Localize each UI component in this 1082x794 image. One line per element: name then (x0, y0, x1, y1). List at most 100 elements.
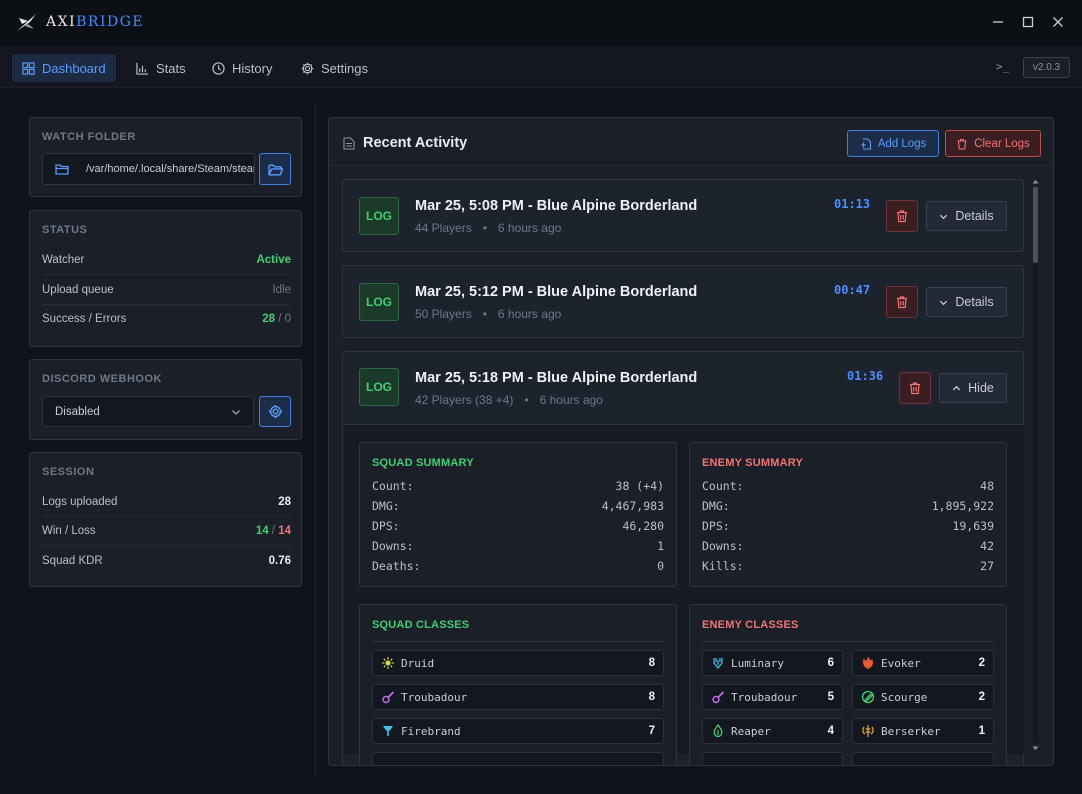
add-logs-button[interactable]: Add Logs (847, 130, 939, 157)
folder-icon (55, 164, 69, 175)
log-duration: 01:13 (834, 197, 871, 211)
class-item: Druid 8 (372, 650, 664, 676)
folder-open-icon (267, 164, 283, 176)
log-details: SQUAD SUMMARY Count: 38 (+4) DMG: 4,467,98… (344, 424, 1024, 765)
log-badge: LOG (359, 368, 399, 406)
enemy-stat-row: Kills: 27 (702, 559, 994, 573)
class-item: Luminary 6 (702, 650, 843, 676)
evoker-icon (863, 657, 873, 669)
enemy-stat-row: Count: 48 (702, 479, 994, 493)
class-item: Scourge 2 (852, 684, 994, 710)
delete-log-button[interactable] (899, 372, 931, 404)
squad-kdr-value: 0.76 (268, 555, 291, 567)
firebrand-icon (383, 726, 393, 736)
tab-dashboard[interactable]: Dashboard (12, 54, 116, 82)
squad-stat-row: DMG: 4,467,983 (372, 499, 664, 513)
enemy-summary-panel: ENEMY SUMMARY Count: 48 DMG: 1,895,922 DPS… (689, 442, 1007, 587)
log-subtitle: 42 Players (38 +4) • 6 hours ago (415, 393, 603, 407)
tab-stats[interactable]: Stats (126, 54, 196, 82)
session-row-logs: Logs uploaded 28 (42, 487, 291, 517)
tab-stats-label: Stats (156, 60, 186, 76)
watch-folder-title: WATCH FOLDER (42, 131, 136, 143)
hide-button[interactable]: Hide (939, 373, 1007, 403)
clear-logs-button[interactable]: Clear Logs (945, 130, 1041, 157)
close-button[interactable] (1050, 14, 1066, 30)
berserker-icon (862, 725, 874, 737)
log-subtitle: 44 Players • 6 hours ago (415, 221, 562, 235)
enemy-classes-panel: ENEMY CLASSES Luminary 6 Evoker 2 Troubado… (689, 604, 1007, 765)
trash-icon (897, 296, 907, 309)
tab-history[interactable]: History (202, 54, 282, 82)
add-logs-label: Add Logs (877, 137, 927, 150)
hide-label: Hide (968, 381, 994, 395)
webhook-settings-button[interactable] (259, 396, 291, 427)
tab-dashboard-label: Dashboard (42, 60, 106, 76)
log-item[interactable]: LOG Mar 25, 5:08 PM - Blue Alpine Border… (342, 179, 1024, 252)
minimize-button[interactable] (990, 14, 1006, 30)
watcher-label: Watcher (42, 253, 85, 266)
clear-logs-label: Clear Logs (974, 137, 1030, 150)
squad-classes-panel: SQUAD CLASSES Druid 8 Troubadour 8 Firebra… (359, 604, 677, 765)
watcher-value: Active (256, 253, 291, 266)
scroll-up-icon (1032, 180, 1039, 184)
log-badge: LOG (359, 197, 399, 235)
gear-icon (268, 404, 282, 419)
add-file-icon (860, 137, 871, 150)
queue-label: Upload queue (42, 283, 114, 296)
webhook-title: DISCORD WEBHOOK (42, 373, 162, 385)
log-badge: LOG (359, 283, 399, 321)
details-button[interactable]: Details (926, 287, 1007, 317)
status-row-watcher: Watcher Active (42, 245, 291, 275)
tab-settings[interactable]: Settings (291, 54, 378, 82)
webhook-card: DISCORD WEBHOOK Disabled (29, 359, 302, 440)
troubadour-icon (712, 691, 725, 704)
chevron-down-icon (232, 409, 240, 415)
log-title: Mar 25, 5:12 PM - Blue Alpine Borderland (415, 284, 698, 300)
chevron-down-icon (940, 214, 948, 219)
minimize-icon (993, 21, 1003, 23)
maximize-button[interactable] (1020, 14, 1036, 30)
app-name: AXIBRIDGE (46, 14, 145, 30)
activity-scrollbar[interactable] (1030, 179, 1041, 752)
enemy-stat-row: Downs: 42 (702, 539, 994, 553)
delete-log-button[interactable] (886, 286, 918, 318)
class-item: Firebrand 7 (372, 718, 664, 744)
scroll-down-icon (1032, 746, 1039, 750)
squad-summary-panel: SQUAD SUMMARY Count: 38 (+4) DMG: 4,467,98… (359, 442, 677, 587)
win-loss-value: 14 / 14 (255, 524, 291, 537)
terminal-button[interactable]: >_ (996, 60, 1010, 73)
version-badge: v2.0.3 (1023, 57, 1070, 78)
chevron-down-icon (940, 300, 948, 305)
watch-folder-input[interactable]: /var/home/.local/share/Steam/steamapps (42, 153, 255, 185)
scrollbar-thumb[interactable] (1033, 187, 1038, 263)
enemy-summary-title: ENEMY SUMMARY (702, 457, 803, 469)
tab-settings-label: Settings (321, 60, 368, 76)
dashboard-icon (22, 61, 35, 75)
log-item-expanded[interactable]: LOG Mar 25, 5:18 PM - Blue Alpine Border… (342, 351, 1024, 765)
trash-icon (910, 382, 920, 395)
class-item-partial (852, 752, 994, 765)
browse-folder-button[interactable] (259, 153, 291, 185)
clock-icon (212, 61, 225, 75)
maximize-icon (1022, 16, 1034, 28)
log-duration: 00:47 (834, 283, 871, 297)
details-button[interactable]: Details (926, 201, 1007, 231)
recent-activity-panel: Recent Activity Add Logs Clear Logs LOG … (328, 117, 1054, 766)
log-item[interactable]: LOG Mar 25, 5:12 PM - Blue Alpine Border… (342, 265, 1024, 338)
watch-folder-path: /var/home/.local/share/Steam/steamapps (86, 163, 254, 175)
app-logo: AXIBRIDGE (16, 12, 144, 32)
tab-history-label: History (232, 60, 273, 76)
webhook-select[interactable]: Disabled (42, 396, 254, 427)
details-label: Details (955, 209, 994, 223)
enemy-stat-row: DMG: 1,895,922 (702, 499, 994, 513)
logs-uploaded-value: 28 (278, 495, 291, 508)
status-row-success: Success / Errors 28 / 0 (42, 304, 291, 334)
win-loss-label: Win / Loss (42, 524, 96, 537)
status-title: STATUS (42, 224, 88, 236)
enemy-stat-row: DPS: 19,639 (702, 519, 994, 533)
squad-stat-row: Deaths: 0 (372, 559, 664, 573)
class-item-partial (702, 752, 843, 765)
delete-log-button[interactable] (886, 200, 918, 232)
logs-uploaded-label: Logs uploaded (42, 495, 118, 508)
reaper-icon (713, 724, 723, 738)
